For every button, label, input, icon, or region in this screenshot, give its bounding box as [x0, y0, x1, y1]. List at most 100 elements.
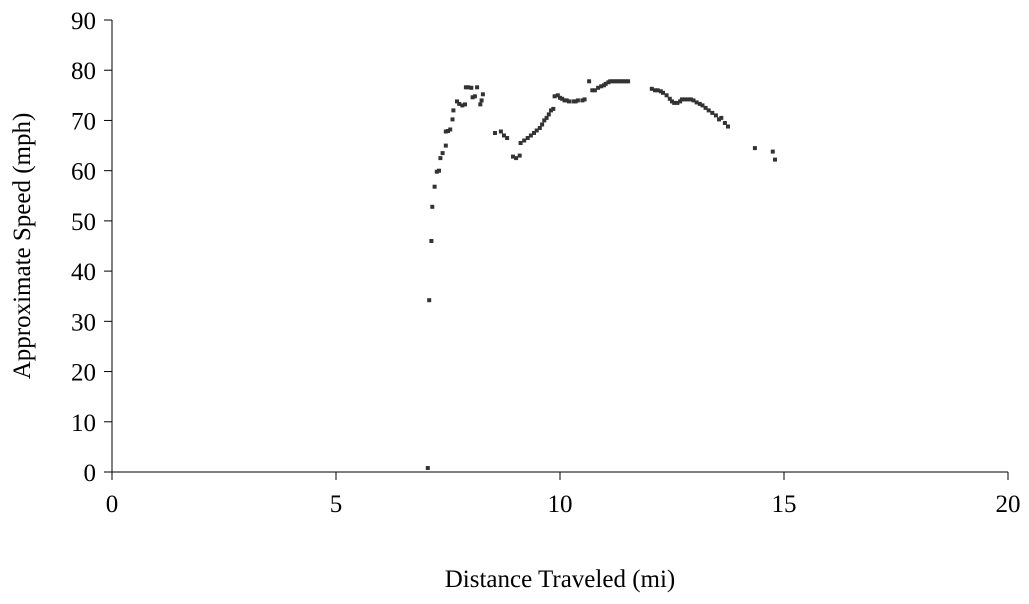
x-tick-label: 15	[772, 491, 797, 518]
data-point	[438, 156, 443, 161]
data-point	[590, 88, 595, 93]
data-point	[697, 101, 702, 106]
data-point	[691, 98, 696, 103]
data-point	[472, 94, 477, 99]
y-tick-label: 60	[71, 159, 96, 186]
data-point	[542, 118, 547, 123]
data-point	[580, 98, 585, 103]
data-point	[537, 126, 542, 130]
data-point	[522, 138, 527, 143]
data-point	[567, 99, 571, 104]
data-point	[443, 143, 448, 148]
data-point	[502, 133, 506, 138]
data-point	[432, 184, 437, 189]
data-point	[667, 96, 672, 101]
data-point	[592, 88, 597, 93]
data-point	[450, 117, 455, 122]
data-point	[463, 102, 467, 107]
data-point	[706, 108, 711, 113]
data-point	[446, 129, 450, 133]
data-point	[479, 98, 484, 103]
data-point	[517, 153, 522, 158]
data-point	[475, 85, 480, 90]
data-point	[608, 79, 613, 84]
data-point	[575, 98, 580, 103]
data-point	[571, 99, 576, 104]
data-point	[664, 93, 669, 98]
data-point	[653, 88, 657, 93]
data-point	[440, 151, 445, 156]
data-point	[540, 122, 545, 127]
data-point	[722, 121, 727, 125]
data-point	[534, 128, 539, 133]
y-tick-label: 10	[71, 410, 96, 437]
data-point	[525, 136, 530, 140]
data-point	[573, 99, 578, 104]
data-point	[719, 115, 724, 120]
data-point	[621, 79, 626, 84]
y-tick-label: 20	[71, 360, 96, 387]
data-point	[528, 133, 533, 138]
data-point	[544, 115, 549, 120]
x-axis-ticks: 0 5 10 15 20	[106, 472, 1021, 518]
data-point	[672, 100, 677, 105]
data-point	[694, 100, 699, 105]
data-point	[451, 108, 456, 113]
x-tick-label: 10	[548, 491, 573, 518]
data-point	[549, 108, 553, 113]
data-point	[603, 81, 608, 86]
data-point	[562, 98, 567, 103]
y-tick-label: 40	[71, 259, 96, 286]
y-tick-label: 90	[71, 8, 96, 35]
data-point	[658, 89, 663, 94]
data-point	[463, 85, 468, 90]
data-point	[587, 79, 592, 84]
data-point	[430, 204, 435, 209]
data-point	[726, 124, 730, 129]
data-point	[599, 84, 604, 89]
data-point	[700, 103, 705, 108]
data-point	[655, 88, 660, 93]
data-point	[564, 98, 569, 103]
x-axis-label: Distance Traveled (mi)	[445, 566, 676, 593]
data-point	[770, 149, 775, 154]
data-point	[427, 298, 432, 303]
data-point	[511, 154, 515, 159]
y-tick-label: 0	[84, 460, 97, 487]
data-point	[703, 105, 708, 110]
data-point	[685, 97, 690, 102]
data-point	[455, 99, 459, 104]
data-point	[773, 157, 777, 162]
x-tick-label: 0	[106, 491, 119, 518]
data-point	[498, 129, 503, 134]
data-point	[551, 106, 556, 111]
x-tick-label: 5	[330, 491, 343, 518]
data-point	[596, 85, 601, 90]
y-tick-label: 80	[71, 58, 96, 85]
data-point	[429, 239, 434, 243]
data-point	[682, 97, 687, 102]
data-point	[670, 99, 674, 104]
y-axis-ticks: 0 10 20 30 40 50 60 70 80 90	[71, 8, 112, 487]
data-point	[457, 101, 462, 106]
data-point	[552, 94, 557, 99]
data-point	[713, 113, 718, 118]
data-point	[555, 93, 560, 98]
data-point	[469, 85, 474, 90]
y-tick-label: 70	[71, 108, 96, 135]
y-tick-label: 50	[71, 209, 96, 236]
y-axis-label: Approximate Speed (mph)	[9, 113, 36, 380]
data-points	[425, 79, 777, 470]
data-point	[661, 90, 665, 95]
data-point	[717, 117, 721, 122]
data-point	[626, 79, 631, 84]
data-point	[710, 110, 715, 115]
data-point	[688, 97, 693, 102]
data-point	[532, 131, 536, 135]
data-point	[434, 169, 439, 174]
data-point	[558, 95, 562, 100]
data-point	[466, 85, 471, 90]
data-point	[478, 102, 483, 107]
data-point	[546, 112, 551, 117]
